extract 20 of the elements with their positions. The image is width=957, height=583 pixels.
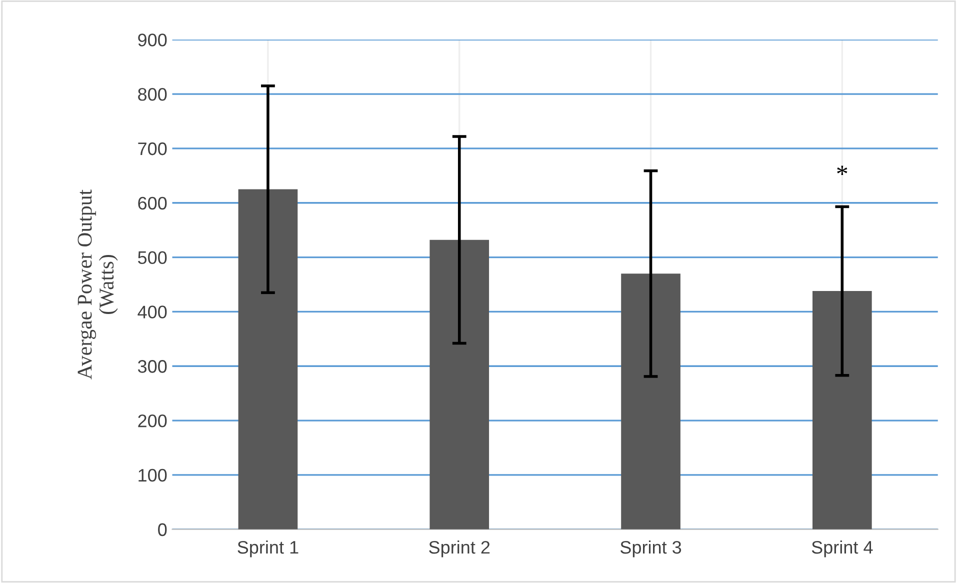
- bar: [621, 274, 680, 530]
- bar: [238, 189, 298, 530]
- y-tick-label: 300: [138, 360, 167, 373]
- y-tick-label: 200: [138, 414, 167, 428]
- y-tick-label: 0: [158, 523, 167, 536]
- bar: [430, 240, 490, 530]
- y-tick-label: 400: [138, 306, 167, 318]
- y-tick-label: 100: [138, 468, 167, 482]
- x-tick-label: Sprint 1: [238, 540, 298, 558]
- y-tick-label: 900: [138, 34, 167, 46]
- y-tick-label: 600: [138, 196, 167, 210]
- annotation: *: [837, 166, 848, 175]
- y-tick-label: 500: [138, 251, 167, 264]
- x-tick-label: Sprint 3: [620, 540, 682, 558]
- y-axis-title: Avergae Power Output (Watts): [78, 190, 118, 380]
- x-tick-label: Sprint 4: [812, 540, 873, 558]
- x-tick-label: Sprint 2: [429, 540, 490, 558]
- y-tick-label: 800: [138, 88, 167, 101]
- y-tick-label: 700: [138, 142, 167, 156]
- bar: [812, 291, 872, 530]
